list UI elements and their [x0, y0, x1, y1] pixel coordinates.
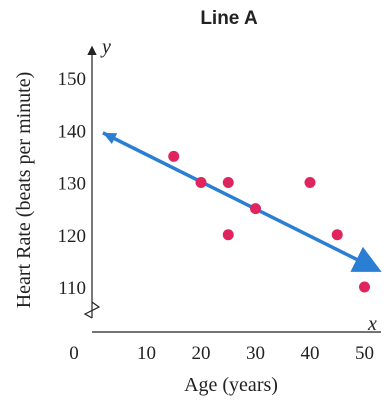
x-tick-labels: 0 10 20 30 40 50 [69, 343, 374, 364]
x-tick-label: 50 [355, 343, 374, 364]
x-tick-label: 40 [301, 343, 320, 364]
y-tick-label: 120 [58, 226, 87, 247]
y-axis-break-icon [83, 301, 101, 319]
trend-line-start-arrow-icon [102, 132, 118, 145]
x-tick-label: 20 [192, 343, 211, 364]
data-points [168, 150, 370, 293]
x-tick-label: 0 [69, 343, 79, 364]
x-tick-label: 10 [137, 343, 156, 364]
y-tick-labels: 110 120 130 140 150 [58, 69, 87, 299]
x-tick-label: 30 [246, 343, 265, 364]
data-point [222, 177, 234, 188]
trend-line [102, 131, 382, 272]
y-tick-label: 110 [58, 278, 86, 299]
data-point [222, 229, 234, 241]
y-tick-label: 140 [58, 121, 87, 142]
trend-line-group [102, 131, 382, 272]
data-point [195, 177, 207, 188]
data-point [168, 150, 180, 162]
data-point [304, 177, 316, 188]
x-axis-label: Age (years) [184, 374, 278, 396]
y-tick-label: 130 [58, 174, 87, 195]
chart-title: Line A [200, 8, 258, 29]
data-point [250, 203, 261, 215]
y-tick-label: 150 [58, 69, 87, 90]
data-point [331, 229, 343, 241]
data-point [359, 281, 370, 293]
y-axis-label: Heart Rate (beats per minute) [13, 72, 35, 309]
y-axis-variable: y [100, 36, 111, 58]
x-axis-variable: x [367, 313, 377, 335]
